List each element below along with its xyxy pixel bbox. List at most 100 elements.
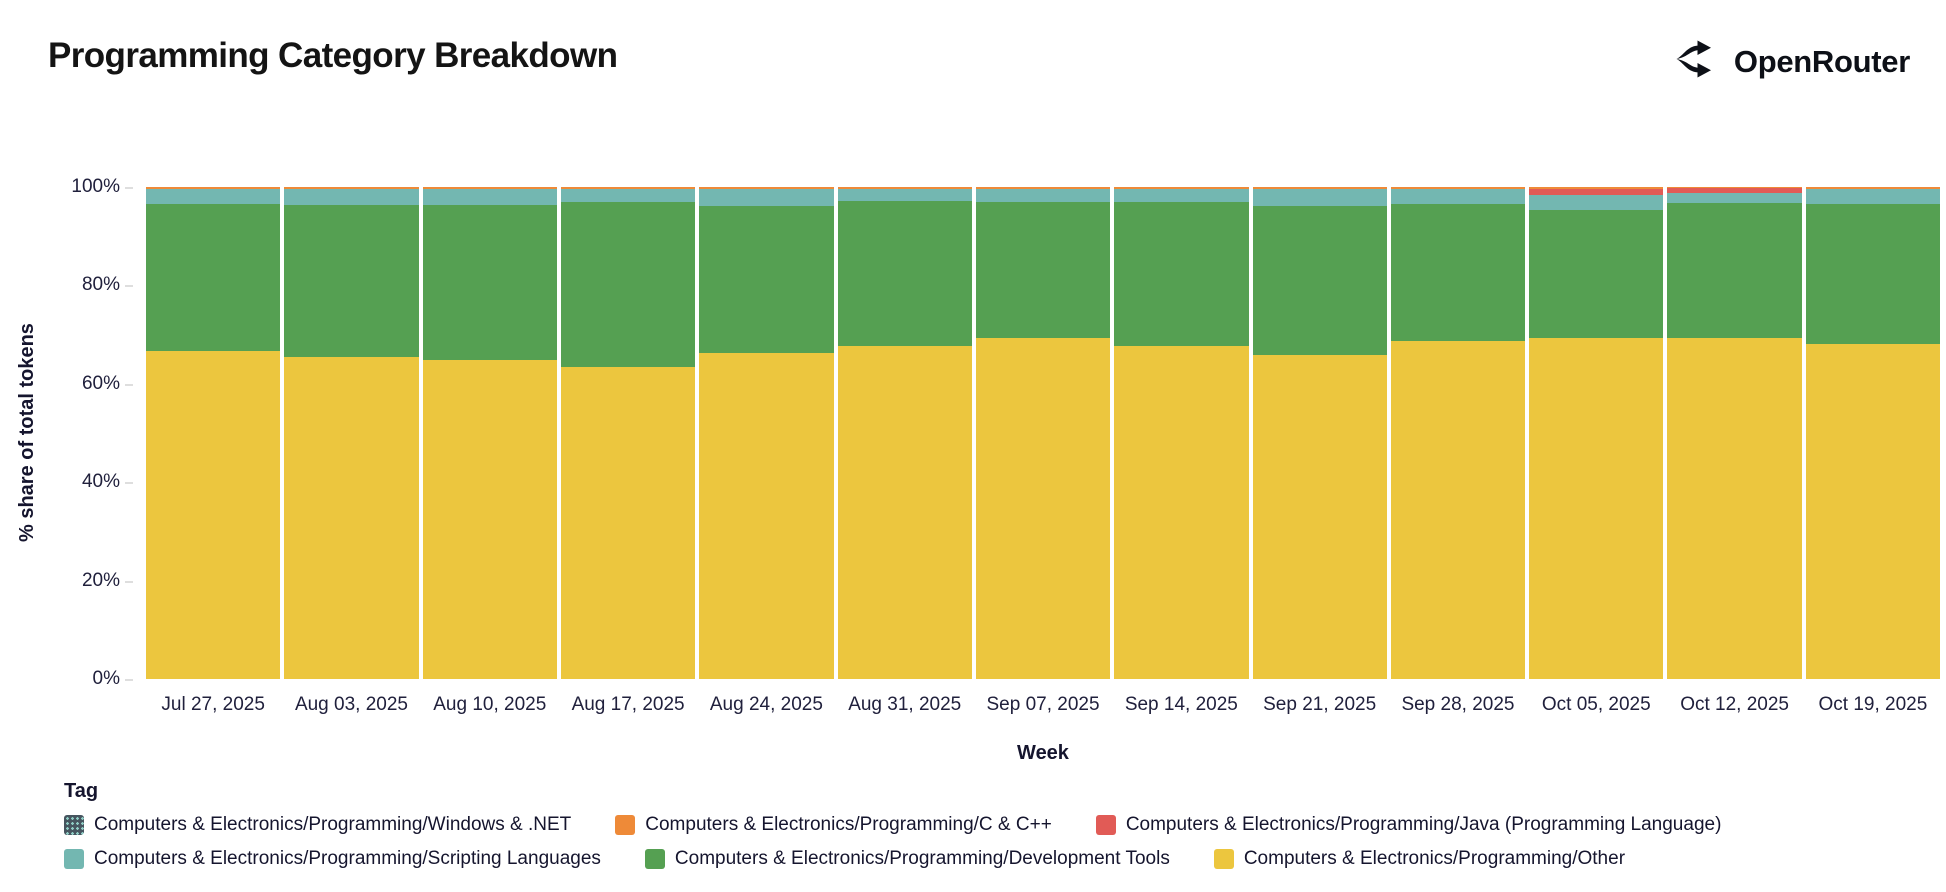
bar-segment[interactable] xyxy=(837,345,972,679)
bar-segment[interactable] xyxy=(1252,205,1387,356)
bar-segment[interactable] xyxy=(1529,187,1664,189)
bar-segment[interactable] xyxy=(1805,204,1941,345)
bar-jul-27-2025[interactable] xyxy=(146,187,281,679)
bar-segment[interactable] xyxy=(1390,187,1526,190)
bar-segment[interactable] xyxy=(1667,203,1802,338)
bar-segment[interactable] xyxy=(1529,210,1664,338)
bar-segment[interactable] xyxy=(837,200,972,346)
bar-aug-31-2025[interactable] xyxy=(837,187,972,679)
bar-segment[interactable] xyxy=(1390,203,1526,341)
legend-item[interactable]: Computers & Electronics/Programming/Scri… xyxy=(64,848,601,870)
bar-segment[interactable] xyxy=(1667,188,1802,194)
bar-segment[interactable] xyxy=(146,204,281,352)
bar-segment[interactable] xyxy=(284,187,419,190)
bar-segment[interactable] xyxy=(837,189,972,201)
bar-segment[interactable] xyxy=(975,187,1111,190)
openrouter-brand: OpenRouter xyxy=(1674,38,1910,85)
x-tick-label: Oct 12, 2025 xyxy=(1680,694,1789,715)
legend-swatch xyxy=(615,815,636,835)
legend: Computers & Electronics/Programming/Wind… xyxy=(64,814,1924,870)
bar-segment[interactable] xyxy=(1529,188,1664,196)
bar-segment[interactable] xyxy=(560,367,696,679)
bar-segment[interactable] xyxy=(422,360,557,679)
x-axis-title: Week xyxy=(1017,742,1069,764)
legend-item-label: Computers & Electronics/Programming/Java… xyxy=(1125,814,1722,835)
legend-item[interactable]: Computers & Electronics/Programming/Java… xyxy=(1095,814,1722,836)
bar-segment[interactable] xyxy=(560,187,696,190)
bar-oct-12-2025[interactable] xyxy=(1667,187,1802,679)
y-tick-label: 20% xyxy=(81,569,134,591)
bar-segment[interactable] xyxy=(699,187,834,190)
bar-segment[interactable] xyxy=(1390,189,1526,204)
bar-segment[interactable] xyxy=(837,187,972,190)
bar-segment[interactable] xyxy=(560,189,696,203)
x-tick-label: Aug 24, 2025 xyxy=(709,694,823,715)
legend-swatch xyxy=(64,815,84,835)
bar-segment[interactable] xyxy=(422,187,557,190)
bar-aug-17-2025[interactable] xyxy=(560,187,696,679)
bar-sep-21-2025[interactable] xyxy=(1252,187,1387,679)
bar-segment[interactable] xyxy=(146,189,281,205)
stacked-bar-plot xyxy=(146,187,1941,679)
bar-sep-07-2025[interactable] xyxy=(975,187,1111,679)
legend-swatch xyxy=(1213,849,1234,869)
legend-item[interactable]: Computers & Electronics/Programming/C & … xyxy=(615,814,1052,836)
bar-segment[interactable] xyxy=(975,338,1111,679)
bar-segment[interactable] xyxy=(1805,187,1941,190)
bar-segment[interactable] xyxy=(1805,189,1941,205)
bar-segment[interactable] xyxy=(1529,195,1664,211)
bar-segment[interactable] xyxy=(1114,346,1249,679)
bar-aug-03-2025[interactable] xyxy=(284,187,419,679)
legend-item[interactable]: Computers & Electronics/Programming/Wind… xyxy=(64,814,571,836)
bar-segment[interactable] xyxy=(1390,340,1526,679)
bar-segment[interactable] xyxy=(284,189,419,206)
bar-segment[interactable] xyxy=(284,205,419,358)
bar-segment[interactable] xyxy=(422,189,557,205)
legend-item-label: Computers & Electronics/Programming/C & … xyxy=(645,814,1052,835)
x-tick-label: Aug 31, 2025 xyxy=(848,694,962,715)
x-tick-label: Aug 10, 2025 xyxy=(433,694,547,715)
bar-segment[interactable] xyxy=(560,202,696,368)
legend-item-label: Computers & Electronics/Programming/Deve… xyxy=(674,848,1170,869)
bar-segment[interactable] xyxy=(699,189,834,206)
bar-segment[interactable] xyxy=(1114,187,1249,190)
bar-segment[interactable] xyxy=(1252,189,1387,206)
bar-segment[interactable] xyxy=(1667,337,1802,679)
bar-segment[interactable] xyxy=(146,351,281,679)
x-tick-label: Aug 17, 2025 xyxy=(571,694,685,715)
y-tick-label: 40% xyxy=(81,471,134,493)
bar-aug-24-2025[interactable] xyxy=(699,187,834,679)
legend-item-label: Computers & Electronics/Programming/Wind… xyxy=(94,814,572,835)
bar-segment[interactable] xyxy=(1114,202,1249,347)
x-tick-label: Sep 07, 2025 xyxy=(986,694,1100,715)
bar-segment[interactable] xyxy=(422,204,557,361)
legend-item[interactable]: Computers & Electronics/Programming/Othe… xyxy=(1213,848,1625,870)
x-tick-label: Oct 05, 2025 xyxy=(1541,694,1651,715)
bar-oct-05-2025[interactable] xyxy=(1529,187,1664,679)
y-tick-label: 80% xyxy=(81,274,134,296)
y-axis-ticks: 0% 20% 40% 60% 80% 100% xyxy=(0,176,136,689)
bar-segment[interactable] xyxy=(1805,344,1941,679)
legend-item[interactable]: Computers & Electronics/Programming/Deve… xyxy=(644,848,1170,870)
x-tick-label: Sep 28, 2025 xyxy=(1401,694,1515,715)
bar-sep-28-2025[interactable] xyxy=(1390,187,1526,679)
legend-item-label: Computers & Electronics/Programming/Scri… xyxy=(94,848,601,869)
bar-segment[interactable] xyxy=(1252,355,1387,679)
bar-segment[interactable] xyxy=(284,357,419,679)
bar-segment[interactable] xyxy=(1252,187,1387,190)
bar-segment[interactable] xyxy=(1667,193,1802,204)
bar-segment[interactable] xyxy=(1667,187,1802,189)
bar-segment[interactable] xyxy=(146,187,281,190)
y-tick-label: 0% xyxy=(92,668,134,689)
bar-segment[interactable] xyxy=(975,189,1111,202)
bar-segment[interactable] xyxy=(1529,337,1664,679)
bar-segment[interactable] xyxy=(1114,189,1249,203)
bar-segment[interactable] xyxy=(699,352,834,679)
bar-sep-14-2025[interactable] xyxy=(1114,187,1249,679)
bar-aug-10-2025[interactable] xyxy=(422,187,557,679)
bar-segment[interactable] xyxy=(699,205,834,353)
bar-segment[interactable] xyxy=(975,201,1111,339)
legend-swatch xyxy=(644,849,665,869)
bar-oct-19-2025[interactable] xyxy=(1805,187,1941,679)
